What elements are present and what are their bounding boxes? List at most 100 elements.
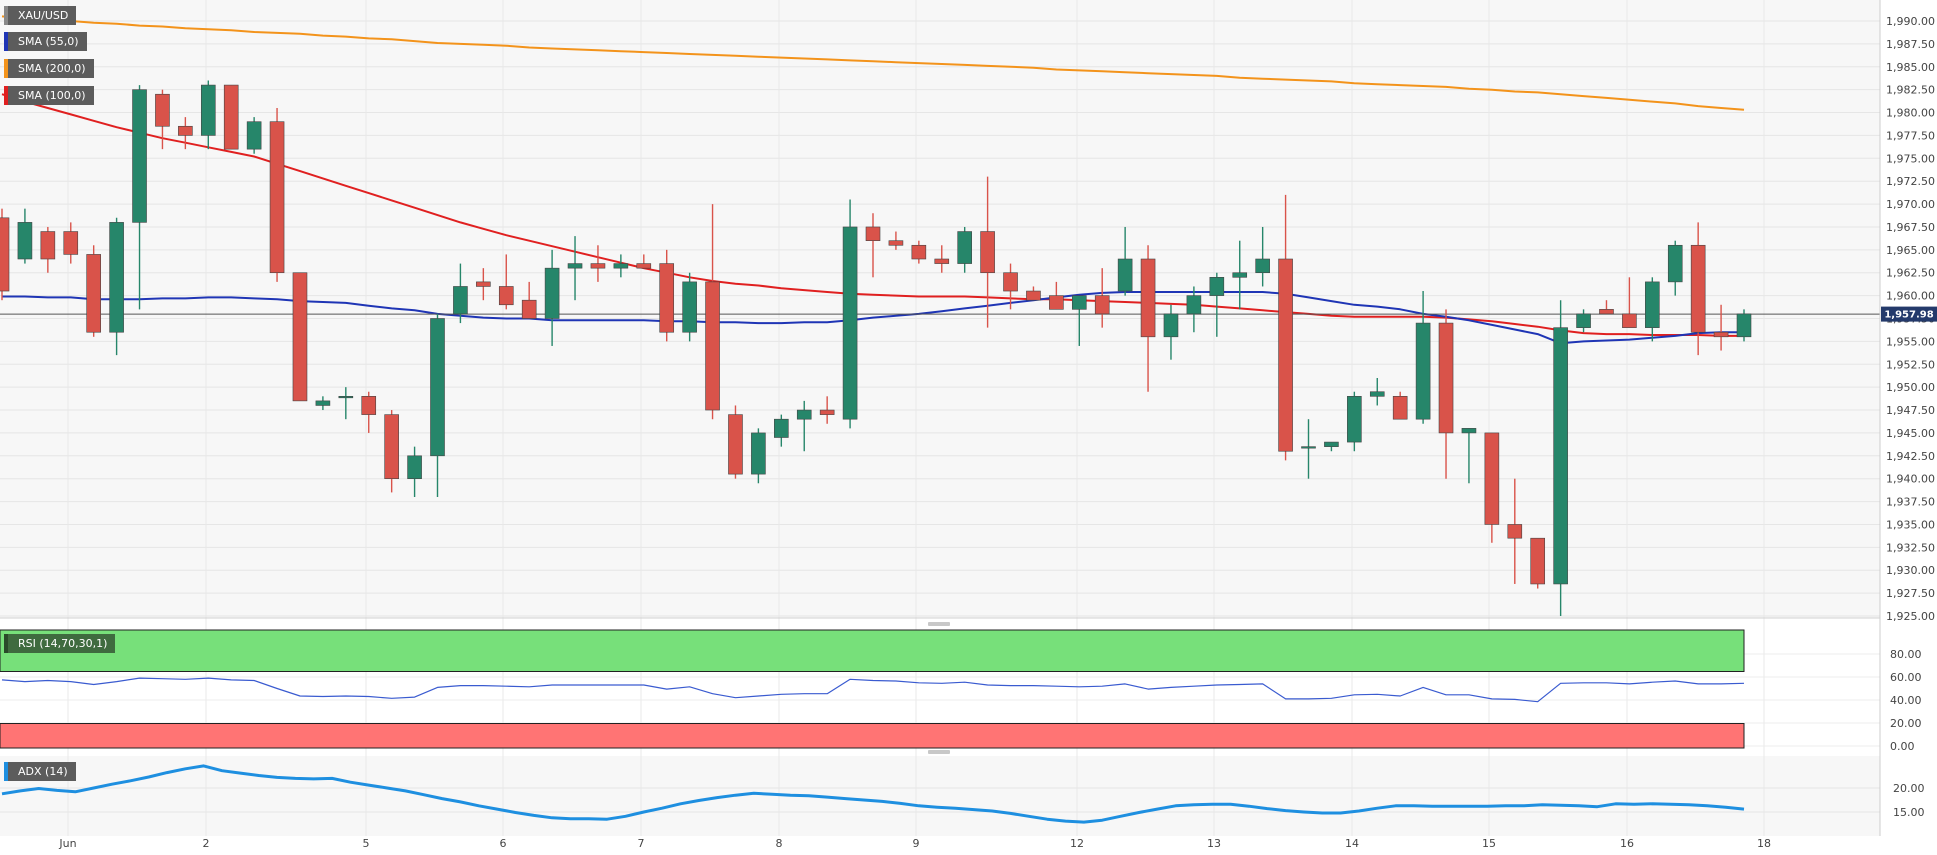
candle-body[interactable] — [1415, 322, 1431, 420]
candle-body[interactable] — [980, 231, 995, 274]
candle-body[interactable] — [246, 121, 262, 150]
date-tick-label: 13 — [1207, 837, 1221, 850]
panel-resize-handle-2[interactable] — [928, 750, 950, 754]
candle-body[interactable] — [1645, 281, 1660, 328]
candle-body[interactable] — [1347, 396, 1362, 443]
candle-body[interactable] — [1507, 524, 1523, 539]
rsi-oversold-zone — [0, 723, 1745, 749]
candle-body[interactable] — [1278, 258, 1293, 452]
candle-body[interactable] — [705, 281, 720, 411]
candle-body[interactable] — [63, 231, 79, 255]
candle-body[interactable] — [1186, 295, 1202, 315]
price-tick-label: 1,962.50 — [1886, 267, 1935, 280]
candle-body[interactable] — [1530, 537, 1546, 585]
candle-body[interactable] — [1599, 309, 1614, 315]
candle-body[interactable] — [1255, 258, 1270, 274]
panel-resize-handle-1[interactable] — [928, 622, 950, 626]
candle-body[interactable] — [1461, 428, 1477, 434]
price-tick-label: 1,937.50 — [1886, 496, 1935, 509]
candle-body[interactable] — [338, 396, 354, 399]
candle-body[interactable] — [315, 400, 331, 406]
candle-body[interactable] — [842, 226, 858, 420]
price-tick-label: 1,990.00 — [1886, 15, 1935, 28]
candle-body[interactable] — [934, 258, 950, 264]
candle-body[interactable] — [1094, 295, 1110, 315]
candle-body[interactable] — [132, 89, 147, 223]
date-tick-label: 15 — [1482, 837, 1496, 850]
candle-body[interactable] — [453, 286, 468, 315]
candle-body[interactable] — [1071, 295, 1087, 310]
candle-body[interactable] — [1736, 313, 1752, 338]
candle-body[interactable] — [1392, 396, 1408, 420]
candle-body[interactable] — [888, 240, 904, 246]
candle-body[interactable] — [521, 299, 537, 319]
price-tick-label: 1,982.50 — [1886, 84, 1935, 97]
candle-body[interactable] — [0, 217, 10, 292]
candle-body[interactable] — [682, 281, 697, 333]
legend-sma100[interactable]: SMA (100,0) — [4, 86, 94, 105]
candle-body[interactable] — [269, 121, 285, 274]
candle-body[interactable] — [774, 418, 789, 438]
candle-body[interactable] — [865, 226, 881, 241]
candle-body[interactable] — [1553, 327, 1568, 585]
candle-body[interactable] — [1438, 322, 1454, 434]
price-tick-label: 1,945.00 — [1886, 427, 1935, 440]
candle-body[interactable] — [819, 409, 835, 415]
legend-adx[interactable]: ADX (14) — [4, 762, 76, 781]
candle-body[interactable] — [1049, 295, 1064, 310]
candle-body[interactable] — [109, 222, 124, 333]
candle-body[interactable] — [1690, 244, 1706, 333]
date-tick-label: Jun — [58, 837, 76, 850]
candle-body[interactable] — [1117, 258, 1133, 292]
candle-body[interactable] — [796, 409, 812, 420]
candle-body[interactable] — [430, 318, 445, 457]
candle-body[interactable] — [1003, 272, 1018, 292]
candle-body[interactable] — [1576, 313, 1591, 328]
legend-symbol[interactable]: XAU/USD — [4, 6, 77, 25]
candle-body[interactable] — [1667, 244, 1683, 283]
price-tick-label: 1,975.00 — [1886, 152, 1935, 165]
candle-body[interactable] — [155, 93, 170, 127]
candle-body[interactable] — [1622, 313, 1637, 328]
candle-body[interactable] — [40, 231, 56, 260]
candle-body[interactable] — [957, 231, 972, 264]
candle-body[interactable] — [1324, 441, 1339, 447]
price-tick-label: 1,965.00 — [1886, 244, 1935, 257]
candle-body[interactable] — [17, 222, 33, 260]
date-tick-label: 18 — [1757, 837, 1771, 850]
rsi-overbought-zone — [0, 629, 1745, 672]
legend-sma55[interactable]: SMA (55,0) — [4, 32, 87, 51]
candle-body[interactable] — [200, 84, 216, 136]
candle-body[interactable] — [728, 414, 743, 475]
candle-body[interactable] — [86, 254, 101, 333]
candle-body[interactable] — [1484, 432, 1500, 525]
candle-body[interactable] — [178, 125, 193, 136]
candle-body[interactable] — [659, 263, 675, 333]
candle-body[interactable] — [292, 272, 308, 402]
candle-body[interactable] — [498, 286, 514, 306]
candle-body[interactable] — [1163, 313, 1179, 338]
legend-rsi[interactable]: RSI (14,70,30,1) — [4, 634, 116, 653]
date-tick-label: 5 — [363, 837, 370, 850]
candle-body[interactable] — [544, 267, 560, 319]
candle-body[interactable] — [476, 281, 491, 287]
candle-body[interactable] — [1369, 391, 1385, 397]
candle-body[interactable] — [613, 263, 629, 269]
candle-body[interactable] — [1140, 258, 1156, 338]
candle-body[interactable] — [636, 263, 652, 269]
candle-body[interactable] — [1209, 277, 1225, 296]
candle-body[interactable] — [361, 396, 377, 415]
legend-sma200[interactable]: SMA (200,0) — [4, 59, 94, 78]
candle-body[interactable] — [384, 414, 399, 479]
candle-body[interactable] — [590, 263, 606, 269]
candle-body[interactable] — [223, 84, 239, 150]
candle-body[interactable] — [911, 244, 927, 260]
candle-body[interactable] — [1713, 331, 1729, 338]
candle-body[interactable] — [751, 432, 766, 475]
candle-body[interactable] — [407, 455, 422, 479]
candle-body[interactable] — [1301, 446, 1316, 449]
candle-body[interactable] — [567, 263, 583, 269]
candle-body[interactable] — [1026, 290, 1041, 301]
candle-body[interactable] — [1232, 272, 1248, 278]
